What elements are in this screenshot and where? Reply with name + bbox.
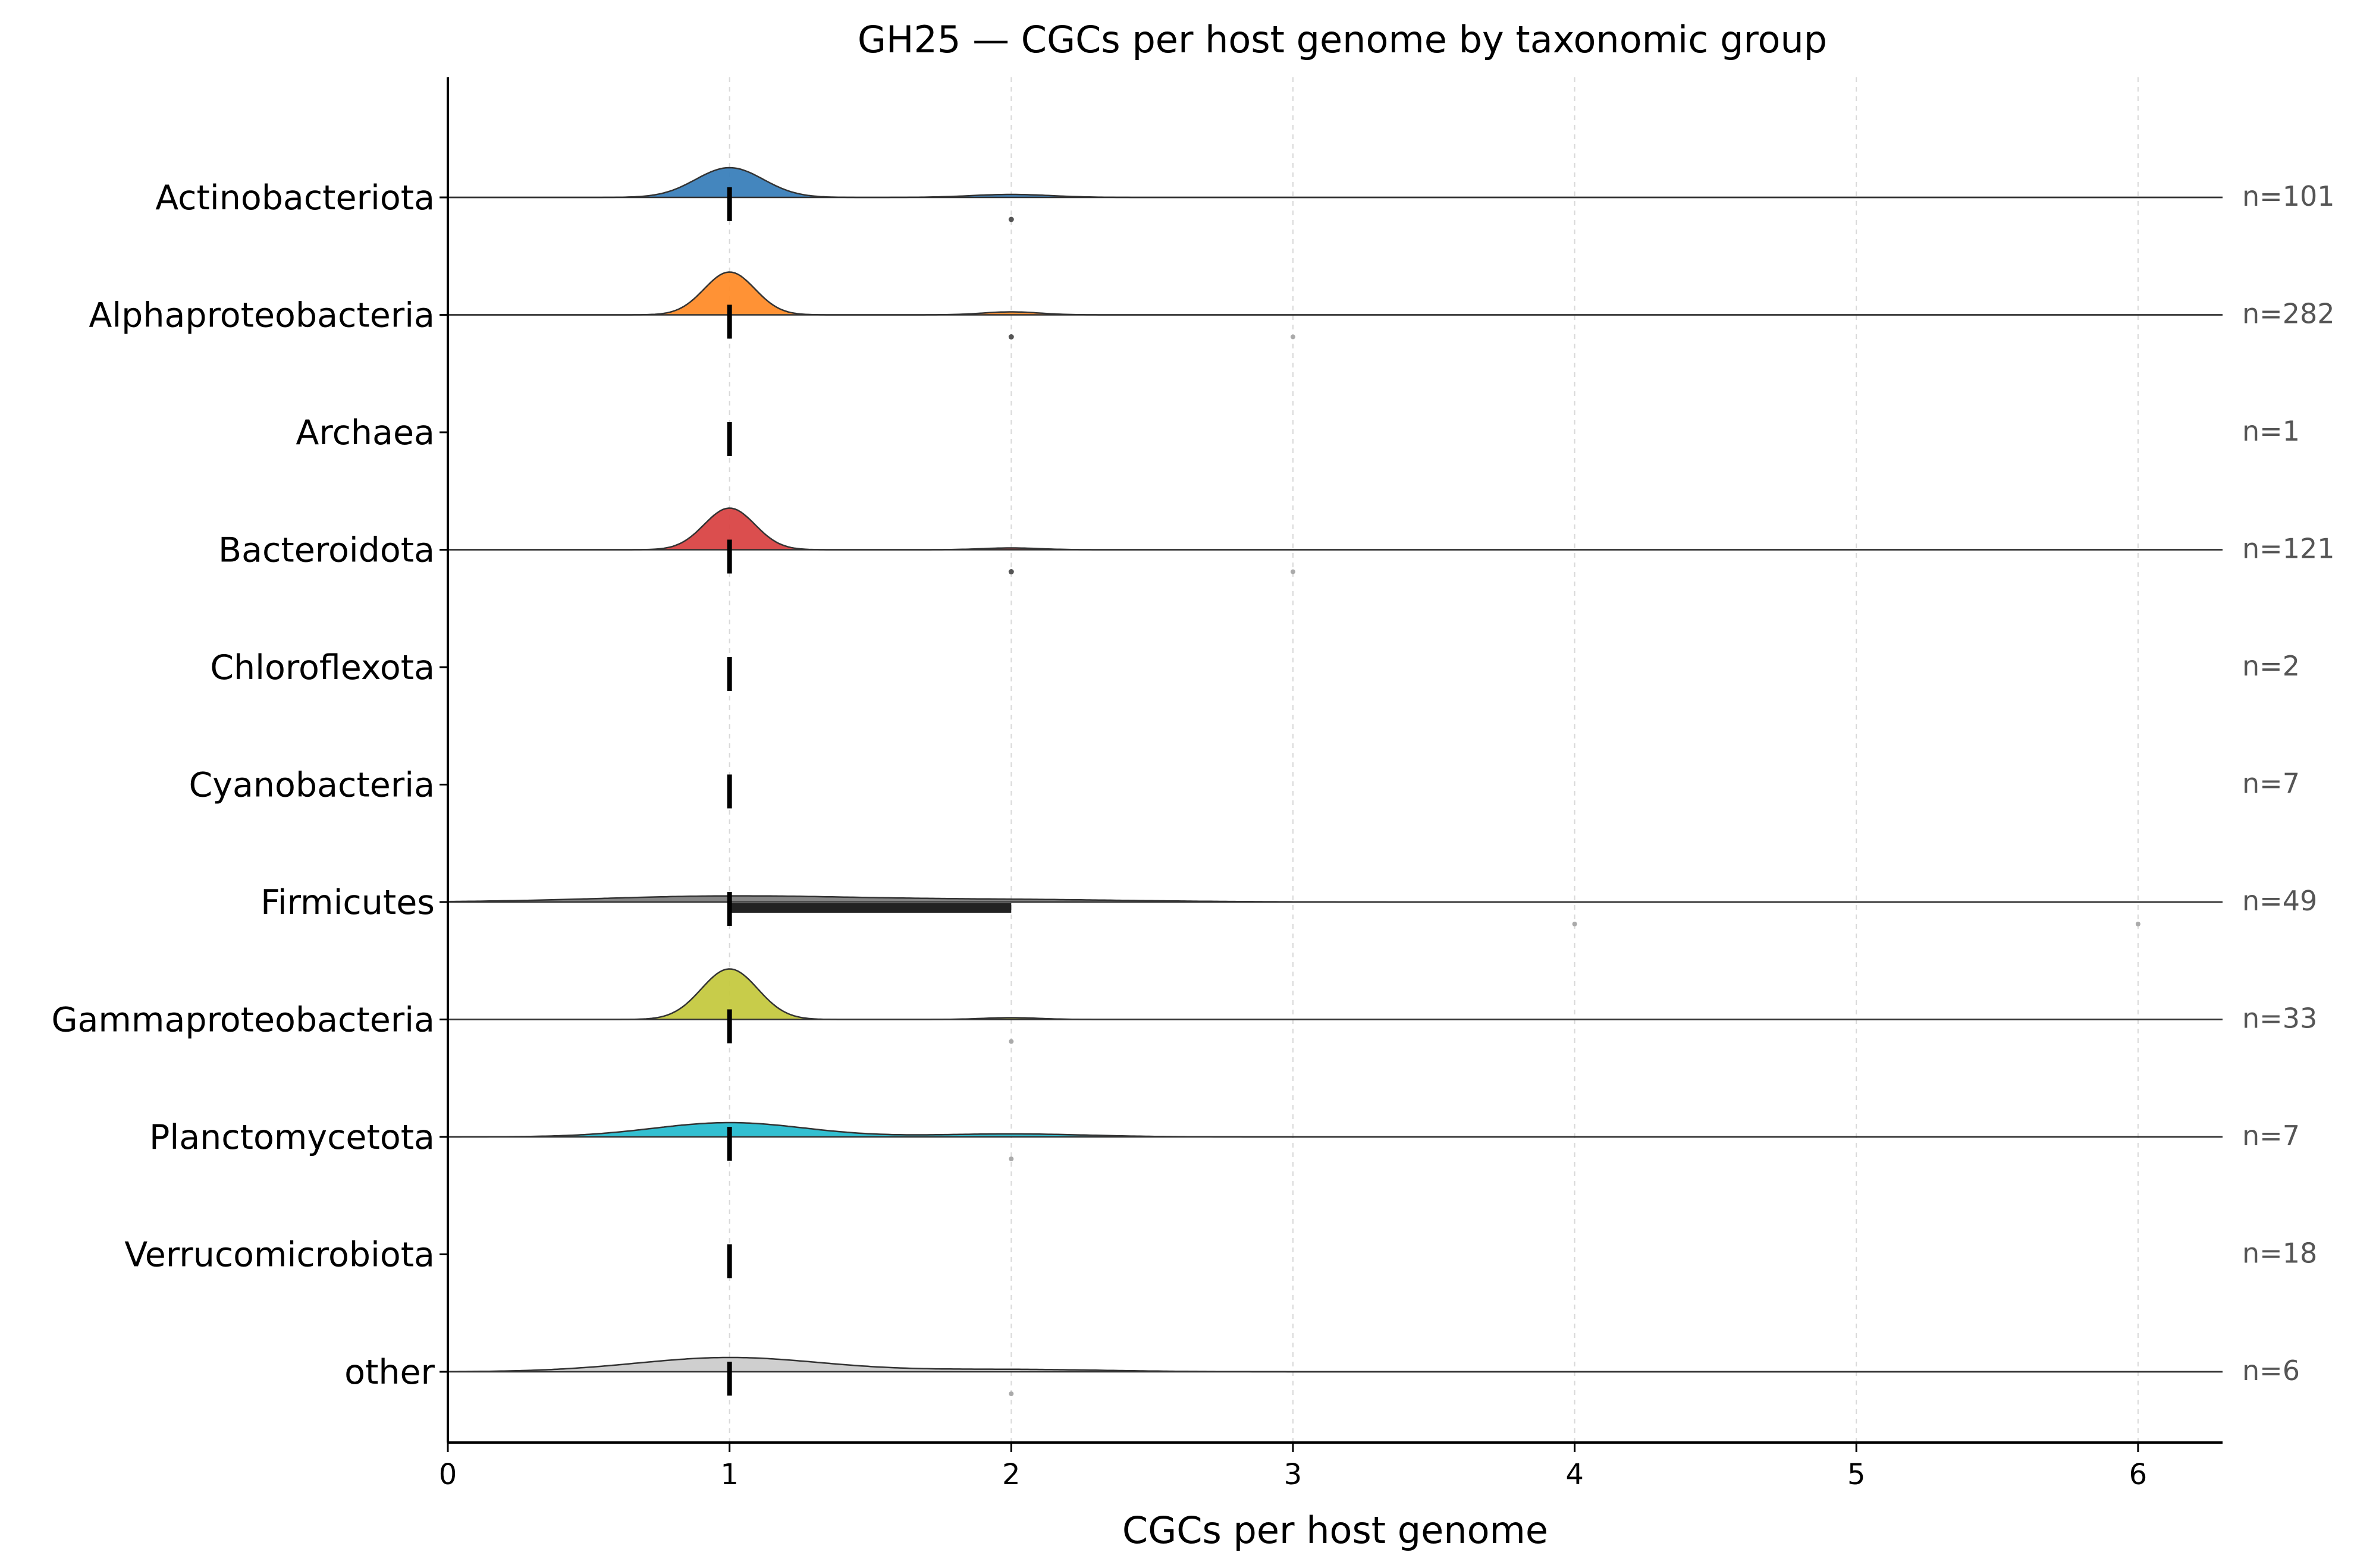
gridlines <box>729 77 2139 1443</box>
n-label-Planctomycetota: n=7 <box>2242 1120 2300 1152</box>
x-tick-label-4: 4 <box>1565 1458 1584 1491</box>
ridge-Cyanobacteria: Cyanobacteria n=7 <box>189 766 2300 809</box>
category-label-Verrucomicrobiota: Verrucomicrobiota <box>124 1236 435 1275</box>
category-label-Cyanobacteria: Cyanobacteria <box>189 766 435 805</box>
density-fill-Actinobacteriota <box>448 168 2223 197</box>
outlier-point-Bacteroidota <box>1290 569 1295 574</box>
x-tick-label-0: 0 <box>439 1458 457 1491</box>
ridge-Bacteroidota: Bacteroidota n=121 <box>218 507 2335 574</box>
x-axis-label: CGCs per host genome <box>1122 1509 1548 1552</box>
outlier-point-Gammaproteobacteria <box>1009 1039 1014 1044</box>
ridges: Actinobacteriota n=101 Alphaproteobacteria… <box>51 166 2335 1396</box>
n-label-Verrucomicrobiota: n=18 <box>2242 1237 2317 1270</box>
axes <box>447 77 2223 1444</box>
category-label-Planctomycetota: Planctomycetota <box>149 1118 435 1157</box>
ridge-Actinobacteriota: Actinobacteriota n=101 <box>155 166 2335 222</box>
category-label-Alphaproteobacteria: Alphaproteobacteria <box>89 296 435 335</box>
ridge-Verrucomicrobiota: Verrucomicrobiota n=18 <box>124 1236 2317 1278</box>
category-label-Bacteroidota: Bacteroidota <box>218 531 435 570</box>
n-label-Alphaproteobacteria: n=282 <box>2242 298 2335 330</box>
category-label-other: other <box>344 1353 435 1392</box>
x-tick-label-6: 6 <box>2129 1458 2148 1491</box>
ridge-Gammaproteobacteria: Gammaproteobacteria n=33 <box>51 968 2317 1044</box>
x-tick-label-1: 1 <box>720 1458 739 1491</box>
iqr-bar-Firmicutes <box>729 903 1012 913</box>
ridge-Alphaproteobacteria: Alphaproteobacteria n=282 <box>89 271 2335 340</box>
ridge-Archaea: Archaea n=1 <box>296 413 2300 456</box>
x-tick-label-3: 3 <box>1284 1458 1302 1491</box>
outlier-point-other <box>1009 1391 1014 1396</box>
category-label-Chloroflexota: Chloroflexota <box>210 648 435 687</box>
ridge-Chloroflexota: Chloroflexota n=2 <box>210 648 2300 691</box>
ridge-Planctomycetota: Planctomycetota n=7 <box>149 1118 2300 1161</box>
density-fill-Planctomycetota <box>448 1123 2223 1137</box>
n-label-Cyanobacteria: n=7 <box>2242 768 2300 800</box>
density-fill-other <box>448 1358 2223 1372</box>
category-label-Actinobacteriota: Actinobacteriota <box>155 178 435 218</box>
ridge-other: other n=6 <box>344 1353 2300 1396</box>
outlier-point-Firmicutes <box>1572 922 1577 926</box>
category-label-Firmicutes: Firmicutes <box>260 883 435 922</box>
outlier-point-Bacteroidota <box>1008 569 1014 574</box>
n-label-other: n=6 <box>2242 1355 2300 1387</box>
category-label-Gammaproteobacteria: Gammaproteobacteria <box>51 1001 435 1040</box>
n-label-Gammaproteobacteria: n=33 <box>2242 1003 2317 1035</box>
outlier-point-Planctomycetota <box>1009 1157 1014 1161</box>
n-label-Archaea: n=1 <box>2242 415 2300 447</box>
n-label-Actinobacteriota: n=101 <box>2242 180 2335 212</box>
ridge-Firmicutes: Firmicutes n=49 <box>260 883 2317 926</box>
outlier-point-Actinobacteriota <box>1008 216 1014 222</box>
n-label-Firmicutes: n=49 <box>2242 885 2317 917</box>
outlier-point-Alphaproteobacteria <box>1290 334 1295 340</box>
chart-title: GH25 — CGCs per host genome by taxonomic… <box>858 18 1827 61</box>
x-tick-label-2: 2 <box>1002 1458 1021 1491</box>
x-ticks: 0 1 2 3 4 5 6 <box>439 1443 2147 1491</box>
n-label-Chloroflexota: n=2 <box>2242 650 2300 682</box>
n-label-Bacteroidota: n=121 <box>2242 533 2335 565</box>
x-tick-label-5: 5 <box>1847 1458 1866 1491</box>
density-fill-Firmicutes <box>448 895 2223 902</box>
outlier-point-Firmicutes <box>2135 922 2140 926</box>
category-label-Archaea: Archaea <box>296 413 435 453</box>
outlier-point-Alphaproteobacteria <box>1008 334 1014 340</box>
